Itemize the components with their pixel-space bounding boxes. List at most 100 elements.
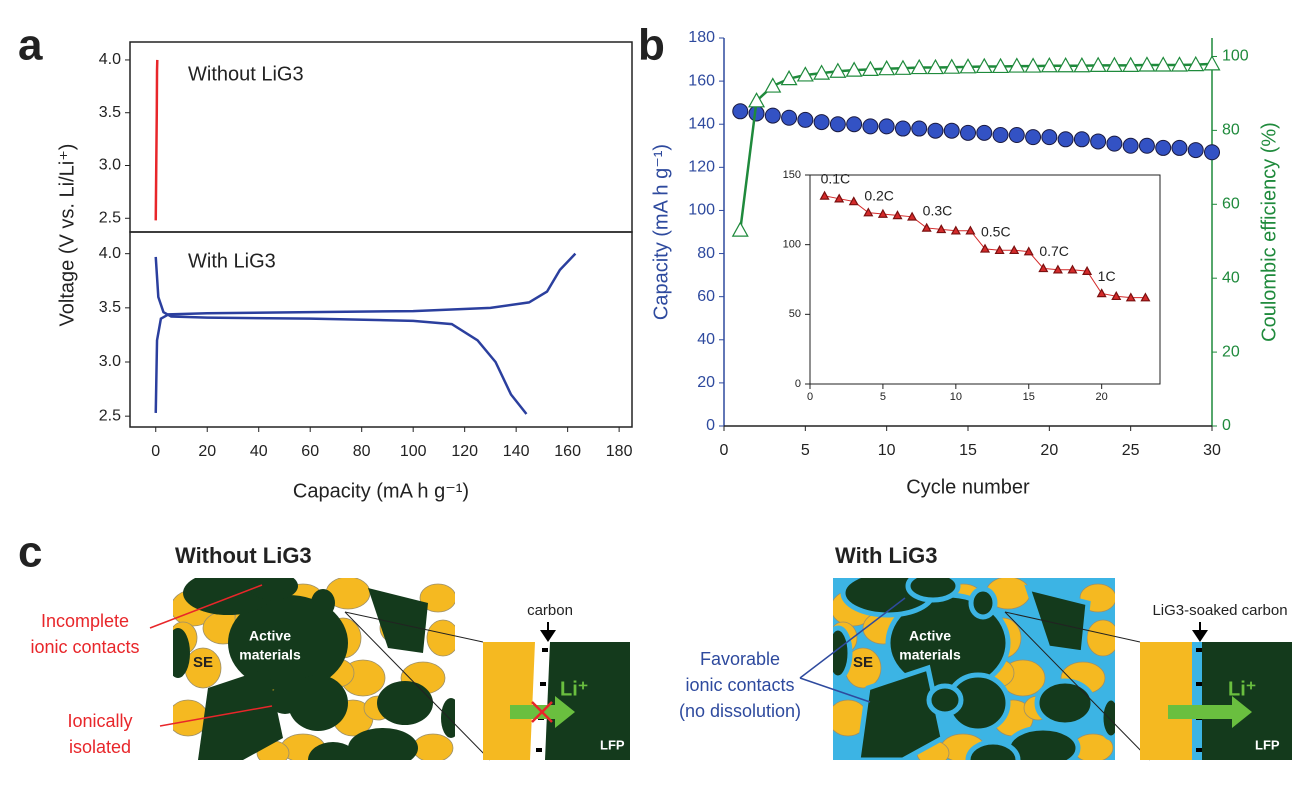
- y-tick-label: 80: [697, 245, 715, 262]
- x-tick-label: 20: [1096, 391, 1108, 403]
- marker: [829, 62, 847, 78]
- x-tick-label: 15: [959, 442, 977, 459]
- x-tick-label: 0: [720, 442, 729, 459]
- marker: [819, 190, 830, 200]
- marker: [965, 225, 976, 235]
- marker: [936, 224, 947, 234]
- marker: [926, 58, 944, 75]
- x-tick-label: 10: [878, 442, 896, 459]
- panel-letter: a: [18, 21, 43, 70]
- active-label: Active: [249, 628, 291, 644]
- marker: [943, 122, 960, 139]
- marker: [959, 58, 977, 74]
- y2-tick-label: 20: [1222, 343, 1240, 360]
- marker: [1040, 56, 1058, 73]
- y-tick-label: 100: [783, 239, 801, 251]
- y-tick-label: 0: [795, 378, 801, 390]
- y-tick-label: 2.5: [99, 407, 121, 424]
- y-tick-label: 4.0: [99, 51, 121, 68]
- marker: [1023, 246, 1034, 256]
- active-label: materials: [239, 647, 301, 663]
- series-line: [154, 252, 577, 413]
- interface-label: carbon: [527, 602, 573, 619]
- active-label: materials: [899, 647, 961, 663]
- zoom-line: [344, 611, 491, 761]
- y2-axis-label: Coulombic efficiency (%): [1258, 122, 1280, 342]
- marker: [979, 243, 991, 253]
- x-tick-label: 180: [606, 443, 633, 460]
- marker: [1105, 56, 1123, 72]
- marker: [943, 58, 961, 74]
- ion-label: Li⁺: [1228, 678, 1256, 700]
- marker: [1082, 265, 1093, 275]
- y-axis-label: Capacity (mA h g⁻¹): [650, 144, 672, 320]
- rate-label: 0.2C: [864, 187, 894, 203]
- series-line: [154, 256, 528, 415]
- y-tick-label: 3.0: [99, 353, 121, 370]
- zoom-line: [1004, 611, 1151, 761]
- callout: Incomplete: [41, 611, 129, 631]
- x-tick-label: 120: [451, 443, 478, 460]
- marker: [1171, 139, 1188, 156]
- y-tick-label: 180: [688, 29, 715, 46]
- marker: [1187, 55, 1205, 72]
- y-tick-label: 100: [688, 202, 715, 219]
- callout-arrow: [149, 584, 263, 629]
- interface-label: LiG3-soaked carbon: [1152, 602, 1287, 619]
- marker: [1009, 245, 1020, 255]
- marker: [780, 69, 798, 86]
- marker: [1073, 131, 1090, 148]
- marker: [764, 77, 782, 93]
- rate-label: 0.3C: [923, 203, 953, 219]
- marker: [748, 92, 766, 108]
- panel-letter: b: [638, 21, 665, 70]
- marker: [894, 120, 911, 137]
- marker: [1154, 56, 1172, 72]
- annotation: With LiG3: [188, 250, 276, 272]
- marker: [1096, 288, 1107, 298]
- marker: [1073, 56, 1091, 73]
- active-label: Active: [909, 628, 951, 644]
- marker: [1170, 56, 1188, 72]
- panel-letter: c: [18, 528, 42, 577]
- x-axis-label: Cycle number: [906, 476, 1030, 498]
- marker: [1090, 133, 1107, 150]
- callout: Ionically: [67, 711, 132, 731]
- marker: [731, 221, 749, 237]
- marker: [813, 114, 830, 131]
- y-tick-label: 0: [706, 417, 715, 434]
- marker: [1203, 55, 1221, 71]
- x-tick-label: 60: [301, 443, 319, 460]
- marker: [976, 124, 993, 141]
- marker: [846, 116, 863, 133]
- rate-label: 1C: [1098, 268, 1116, 284]
- marker: [894, 59, 912, 75]
- y2-tick-label: 100: [1222, 48, 1249, 65]
- x-tick-label: 25: [1122, 442, 1140, 459]
- y-tick-label: 3.5: [99, 104, 121, 121]
- callout-arrow: [159, 705, 273, 727]
- y-tick-label: 40: [697, 331, 715, 348]
- diagram-title: Without LiG3: [175, 543, 312, 568]
- marker: [796, 66, 814, 82]
- marker: [1038, 263, 1049, 273]
- y-tick-label: 2.5: [99, 209, 121, 226]
- marker: [994, 245, 1005, 255]
- marker: [862, 118, 879, 135]
- marker: [975, 57, 993, 74]
- marker: [1155, 139, 1172, 156]
- marker: [1052, 264, 1063, 274]
- x-tick-label: 40: [250, 443, 268, 460]
- x-tick-label: 10: [950, 391, 962, 403]
- y-tick-label: 150: [783, 169, 801, 181]
- marker: [1138, 137, 1155, 154]
- marker: [992, 57, 1010, 74]
- series-line: [154, 59, 159, 221]
- y-tick-label: 4.0: [99, 245, 121, 262]
- marker: [1106, 135, 1123, 152]
- marker: [845, 61, 863, 77]
- x-tick-label: 5: [880, 391, 886, 403]
- y-axis-label: Voltage (V vs. Li/Li⁺): [56, 144, 78, 327]
